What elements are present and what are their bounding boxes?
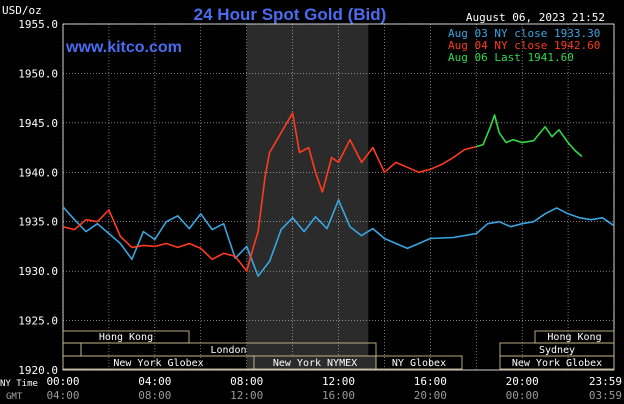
series-line-1: [62, 112, 477, 272]
series-line-0: [62, 199, 615, 277]
gmt-tick: 08:00: [138, 389, 171, 402]
ny-time-label: NY Time: [0, 379, 38, 389]
gmt-tick: 00:00: [506, 389, 539, 402]
ny-time-tick: 16:00: [414, 375, 447, 388]
y-tick-label: 1945.0: [18, 117, 58, 130]
chart-title: 24 Hour Spot Gold (Bid): [194, 5, 387, 24]
session-hong-kong-label: Hong Kong: [99, 332, 153, 343]
ny-time-tick: 00:00: [46, 375, 79, 388]
y-tick-label: 1935.0: [18, 216, 58, 229]
session-hong-kong-right-label: Hong Kong: [547, 332, 601, 343]
legend-item-aug04: Aug 04 NY close 1942.60: [448, 39, 600, 52]
gmt-label: GMT: [6, 392, 23, 402]
datetime-label: August 06, 2023 21:52: [466, 11, 605, 24]
session-ny-globex-mid-box: [375, 355, 463, 370]
series-group: [62, 112, 615, 277]
ny-time-tick: 23:59: [589, 375, 622, 388]
legend-item-aug03: Aug 03 NY close 1933.30: [448, 27, 600, 40]
y-tick-label: 1955.0: [18, 18, 58, 31]
gmt-tick: 16:00: [322, 389, 355, 402]
session-sydney-label: Sydney: [539, 345, 575, 356]
website-link[interactable]: www.kitco.com: [65, 39, 182, 56]
session-ny-globex-right-box: [499, 355, 615, 370]
y-tick-label: 1925.0: [18, 315, 58, 328]
session-london-label: London: [210, 345, 246, 356]
session-ny-globex-right-label: New York Globex: [512, 358, 602, 369]
grid: [62, 23, 615, 371]
nymex-shaded-window: [246, 24, 369, 370]
session-ny-globex-mid-label: NY Globex: [392, 358, 446, 369]
plot-frame: [62, 23, 615, 371]
units-label: USD/oz: [2, 4, 42, 17]
ny-time-tick: 08:00: [230, 375, 263, 388]
legend: Aug 03 NY close 1933.30 Aug 04 NY close …: [448, 27, 600, 64]
legend-item-aug06: Aug 06 Last 1941.60: [448, 51, 574, 64]
y-tick-label: 1940.0: [18, 166, 58, 179]
ny-time-tick: 04:00: [138, 375, 171, 388]
gmt-tick: 04:00: [46, 389, 79, 402]
y-tick-label: 1950.0: [18, 67, 58, 80]
gmt-tick: 20:00: [414, 389, 447, 402]
gmt-tick: 03:59: [589, 389, 622, 402]
gmt-tick: 12:00: [230, 389, 263, 402]
ny-time-tick: 20:00: [506, 375, 539, 388]
y-tick-label: 1920.0: [18, 364, 58, 377]
y-tick-label: 1930.0: [18, 265, 58, 278]
axis-labels: 1955.0 1950.0 1945.0 1940.0 1935.0 1930.0 1925…: [18, 18, 622, 402]
session-boxes: Hong Kong Hong Kong London Sydney New York G…: [62, 330, 615, 370]
session-ny-nymex-label: New York NYMEX: [273, 358, 357, 369]
ny-time-tick: 12:00: [322, 375, 355, 388]
series-line-2: [476, 114, 583, 158]
session-ny-globex-label: New York Globex: [113, 358, 203, 369]
